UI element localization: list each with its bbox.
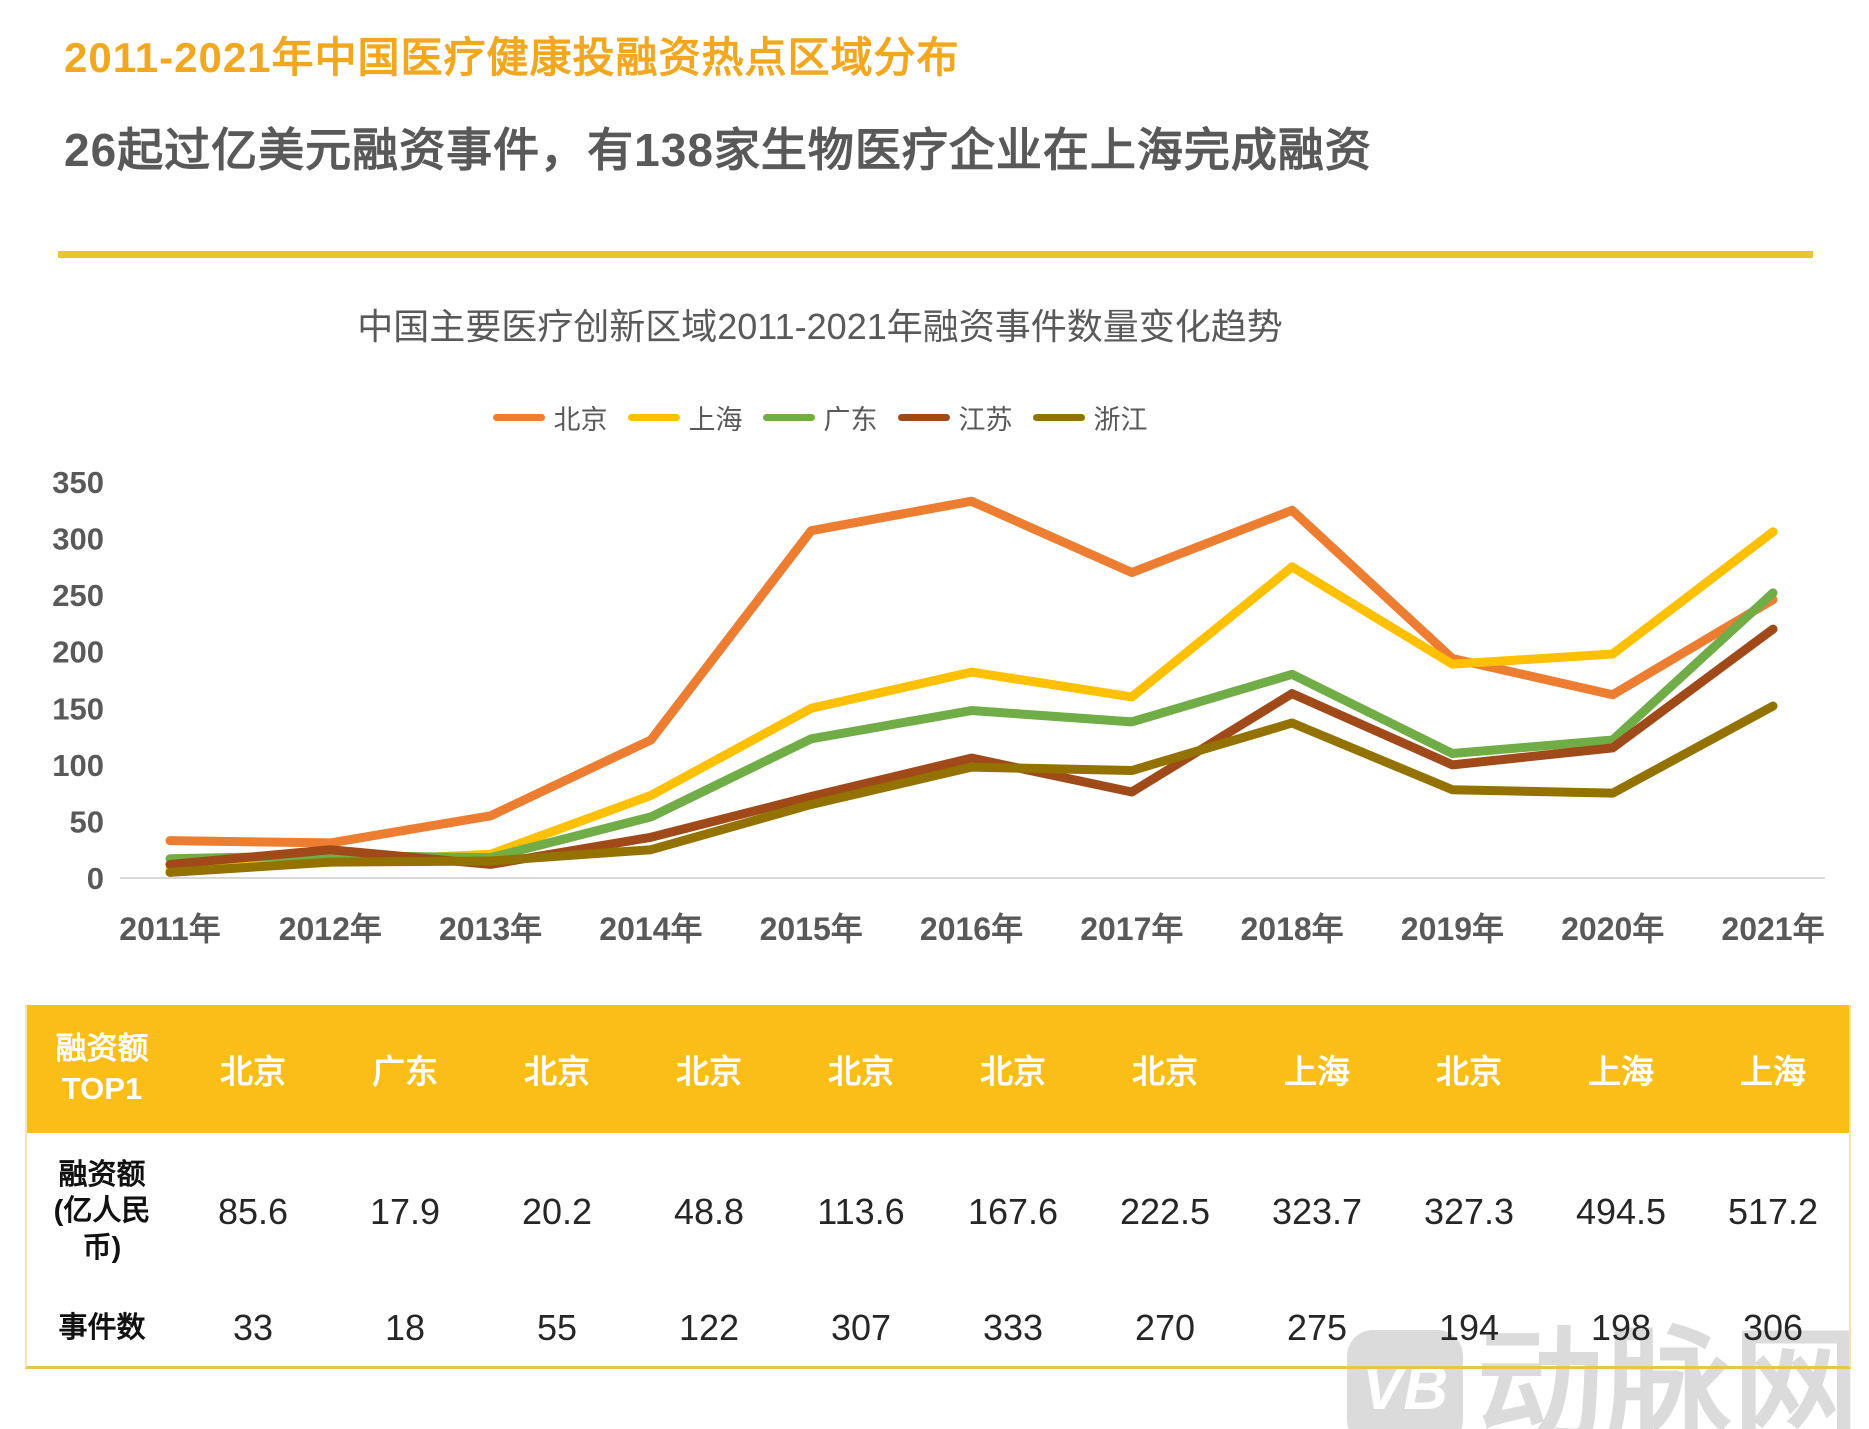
series-line-北京 (165, 496, 1778, 848)
table-header-city: 广东 (372, 1053, 438, 1090)
y-axis-tick: 300 (52, 522, 104, 557)
legend-swatch (762, 414, 815, 421)
x-axis-tick: 2019年 (1401, 911, 1504, 947)
page-subtitle: 26起过亿美元融资事件，有138家生物医疗企业在上海完成融资 (64, 124, 1372, 176)
table-cell: 517.2 (1727, 1190, 1819, 1232)
x-axis-tick: 2021年 (1721, 911, 1824, 947)
table-row: 事件数 33 18 55 122 307 333 270 275 194 198 306 (27, 1290, 1849, 1366)
series-line-广东 (165, 588, 1778, 864)
chart-title: 中国主要医疗创新区域2011-2021年融资事件数量变化趋势 (357, 306, 1283, 347)
divider-line (58, 251, 1813, 258)
table-cell: 270 (1134, 1307, 1196, 1348)
table-cell: 167.6 (967, 1190, 1059, 1232)
legend-swatch (627, 414, 680, 421)
table-row: 融资额 (亿人民 币) 85.6 17.9 20.2 48.8 113.6 167.6 222… (27, 1133, 1849, 1290)
page-title: 2011-2021年中国医疗健康投融资热点区域分布 (64, 34, 960, 81)
x-axis-tick: 2017年 (1080, 911, 1183, 947)
table-cell: 194 (1438, 1307, 1500, 1348)
legend-swatch (492, 414, 545, 421)
watermark-text: 动脉网 (1477, 1317, 1861, 1429)
table-cell: 20.2 (521, 1190, 593, 1232)
x-axis-tick: 2015年 (760, 911, 863, 947)
watermark: VB 动脉网 (1347, 1325, 1861, 1429)
vb-logo-icon: VB (1347, 1330, 1463, 1429)
table-cell: 17.9 (369, 1190, 441, 1232)
y-axis-tick: 100 (52, 748, 104, 783)
table-cell: 306 (1742, 1307, 1804, 1348)
table-cell: 18 (384, 1307, 426, 1348)
table-header-city: 北京 (676, 1053, 742, 1090)
legend-swatch (897, 414, 950, 421)
legend-label: 上海 (688, 405, 743, 435)
table-cell: 113.6 (817, 1190, 905, 1232)
series-line-上海 (165, 527, 1778, 874)
table-cell: 222.5 (1119, 1190, 1211, 1232)
x-axis-tick: 2018年 (1240, 911, 1343, 947)
table-header-city: 北京 (828, 1053, 894, 1090)
legend-item-北京: 北京 (492, 398, 608, 437)
x-axis-tick: 2011年 (119, 911, 220, 947)
legend-label: 江苏 (958, 405, 1013, 435)
table-cell: 198 (1590, 1307, 1652, 1348)
table-header-city: 北京 (980, 1053, 1046, 1090)
table-cell: 323.7 (1271, 1190, 1363, 1232)
legend-item-浙江: 浙江 (1032, 398, 1148, 437)
chart-legend: 北京 上海 广东 江苏 浙江 (0, 398, 1640, 437)
table-cell: 55 (536, 1307, 578, 1348)
y-axis-tick: 150 (52, 691, 104, 726)
table-header-label: 融资额 TOP1 (55, 1030, 149, 1106)
table-row-label: 事件数 (58, 1311, 146, 1344)
table-cell: 333 (982, 1307, 1044, 1348)
table-cell: 327.3 (1423, 1190, 1515, 1232)
legend-label: 浙江 (1093, 405, 1148, 435)
table-cell: 33 (232, 1307, 274, 1348)
x-axis-tick: 2012年 (279, 911, 382, 947)
y-axis-tick: 200 (52, 635, 104, 670)
y-axis-tick: 0 (87, 861, 104, 896)
x-axis-tick: 2014年 (599, 911, 702, 947)
legend-item-江苏: 江苏 (897, 398, 1013, 437)
legend-item-广东: 广东 (762, 398, 878, 437)
x-axis-tick: 2016年 (920, 911, 1023, 947)
legend-label: 北京 (553, 405, 608, 435)
table-cell: 48.8 (673, 1190, 745, 1232)
table-header-city: 北京 (1132, 1053, 1198, 1090)
table-cell: 85.6 (217, 1190, 289, 1232)
y-axis-tick: 250 (52, 578, 104, 613)
table-cell: 275 (1286, 1307, 1348, 1348)
table-cell: 494.5 (1575, 1190, 1667, 1232)
table-cell: 122 (678, 1307, 740, 1348)
table-header-row: 融资额 TOP1 北京 广东 北京 北京 北京 北京 北京 上海 北京 上海 上海 (27, 1005, 1849, 1133)
table-row-label: 融资额 (亿人民 币) (53, 1159, 151, 1264)
top1-funding-table: 融资额 TOP1 北京 广东 北京 北京 北京 北京 北京 上海 北京 上海 上海融资额 (亿人民 币… (25, 1005, 1851, 1369)
legend-swatch (1032, 414, 1085, 421)
line-chart-plot: 0 50 100 150 200 250 300 350 2011年 2012年 2013年 2014… (52, 465, 1825, 947)
x-axis-tick: 2013年 (439, 911, 542, 947)
legend-label: 广东 (823, 405, 878, 435)
table-header-city: 上海 (1588, 1053, 1654, 1090)
table-header-city: 上海 (1284, 1053, 1350, 1090)
table-header-city: 上海 (1740, 1053, 1806, 1090)
y-axis-tick: 350 (52, 465, 104, 500)
table-cell: 307 (830, 1307, 892, 1348)
legend-item-上海: 上海 (627, 398, 743, 437)
table-header-city: 北京 (524, 1053, 590, 1090)
table-header-city: 北京 (1436, 1053, 1502, 1090)
table-header-city: 北京 (220, 1053, 286, 1090)
x-axis-tick: 2020年 (1561, 911, 1664, 947)
y-axis-tick: 50 (70, 804, 104, 839)
series-line-浙江 (165, 701, 1778, 877)
